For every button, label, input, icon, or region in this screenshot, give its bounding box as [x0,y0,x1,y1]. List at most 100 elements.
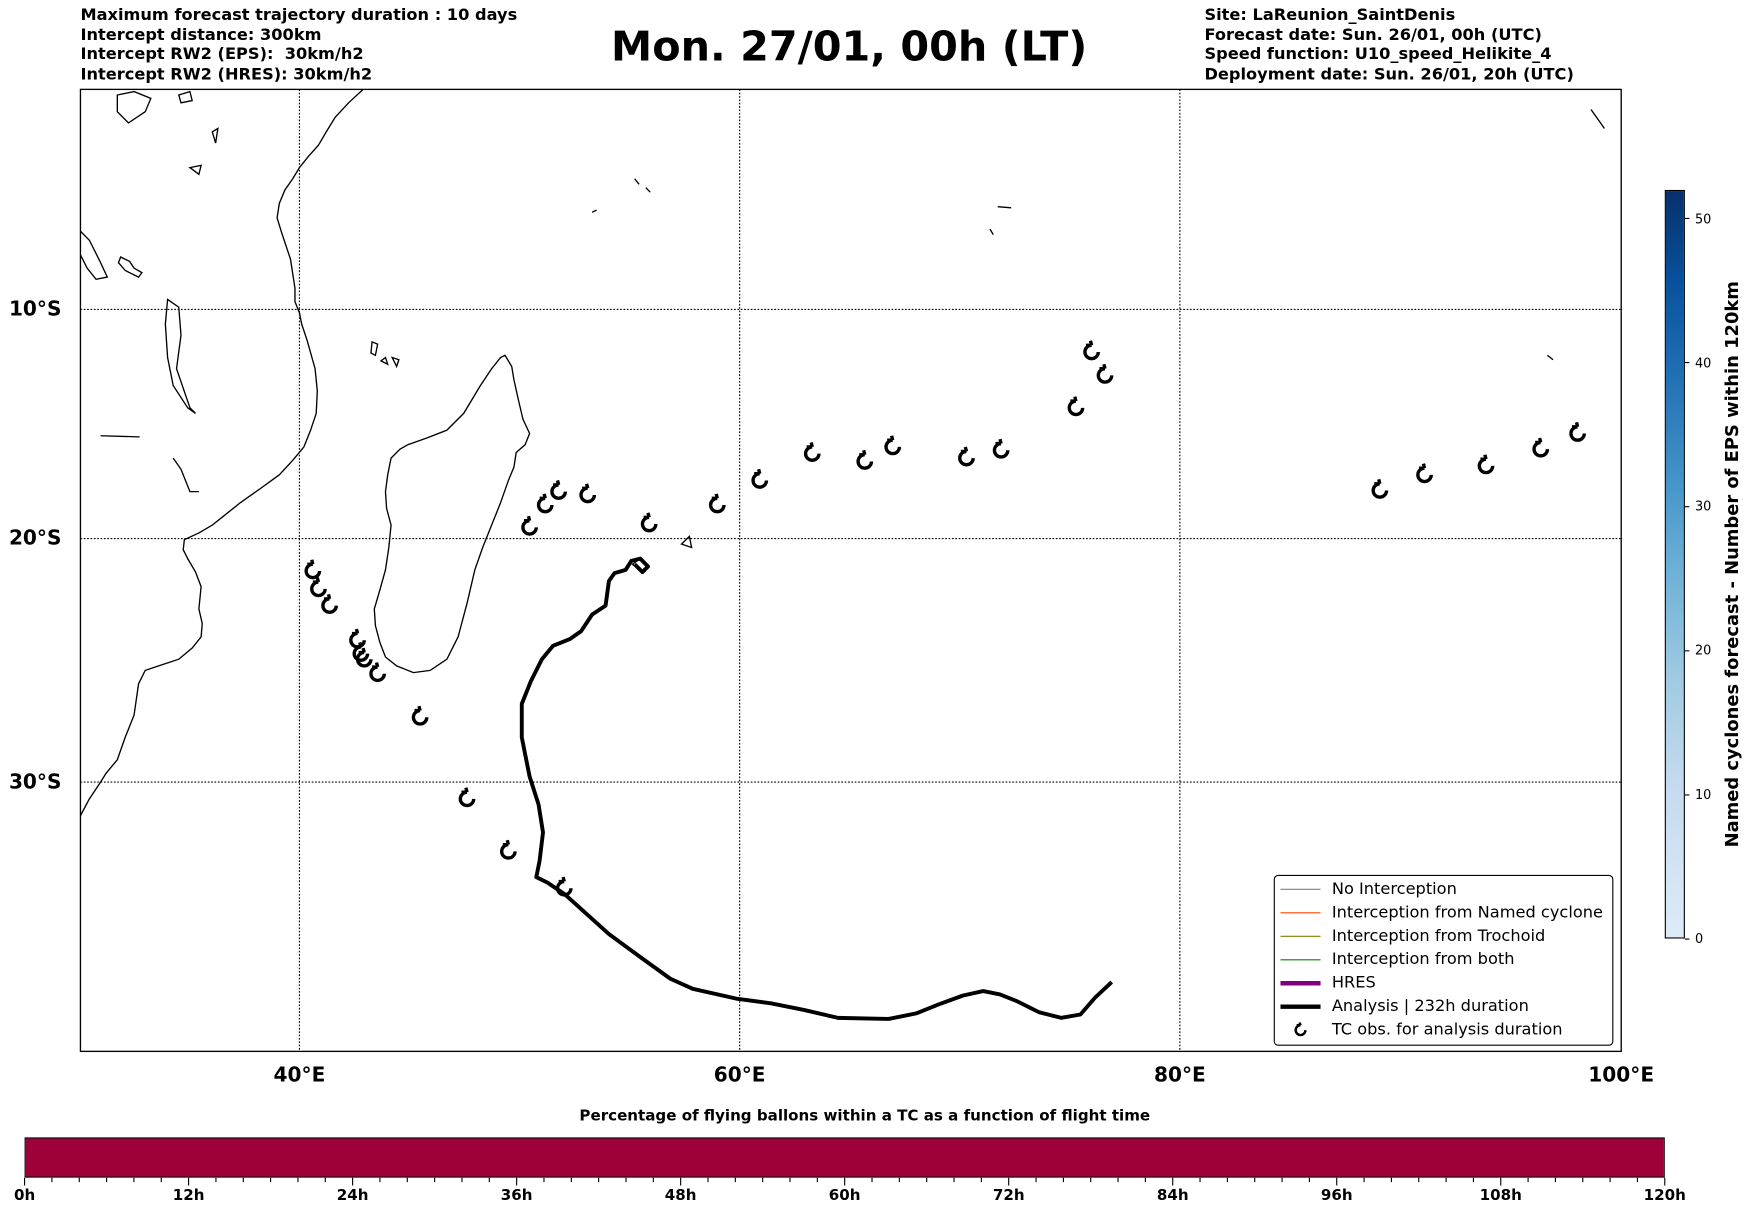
forecast-date-text: Forecast date: Sun. 26/01, 00h (UTC) [1204,26,1542,45]
cyclone-icon [1477,454,1495,475]
eps-colorbar [1664,189,1685,939]
cyclone-icon [992,438,1010,459]
colorbar-tick: 10 [1685,787,1711,803]
flight-bar-tick-label: 48h [664,1186,697,1205]
cyclone-icon [310,577,327,598]
cyclone-icon [458,787,476,808]
header-left-info: Maximum forecast trajectory duration : 1… [80,7,517,85]
cyclone-icon [884,435,902,456]
legend: No Interception Interception from Named … [1273,874,1614,1046]
legend-item-no-interception: No Interception [1275,877,1457,900]
cyclone-icon [1416,463,1433,484]
cyclone-icon [1096,363,1114,384]
cyclone-icon [1532,437,1550,458]
cyclone-icon [555,876,573,897]
cyclone-icon [304,559,322,580]
coastlines [80,89,1605,816]
colorbar-tick: 40 [1685,355,1711,371]
cyclone-icon [1067,396,1085,417]
deployment-date-text: Deployment date: Sun. 26/01, 20h (UTC) [1204,65,1574,84]
cyclone-icon [536,493,554,514]
legend-label: Interception from Trochoid [1331,926,1546,945]
flight-time-bar [24,1137,1665,1178]
flight-bar-tick-label: 24h [336,1186,369,1205]
cyclone-icon [500,839,517,860]
lon-label-40e: 40°E [273,1063,326,1088]
flight-bar-tick-label: 72h [992,1186,1025,1205]
intercept-hres-text: Intercept RW2 (HRES): 30km/h2 [80,65,373,84]
intercept-eps-text: Intercept RW2 (EPS): 30km/h2 [80,45,364,64]
cyclone-icon [411,705,429,726]
cyclone-icon [369,662,387,683]
cyclone-icon [856,449,874,470]
flight-bar-title: Percentage of flying ballons within a TC… [579,1107,1151,1126]
lon-label-100e: 100°E [1588,1063,1655,1088]
legend-label: TC obs. for analysis duration [1331,1020,1563,1039]
comoros-islands [370,340,400,369]
cyclone-icon [1371,478,1389,499]
flight-bar-tick-label: 12h [172,1186,205,1205]
mauritius-reunion [631,534,693,573]
cyclone-icon [1280,1021,1320,1038]
africa-coast [80,89,364,816]
cyclone-icon [708,493,726,514]
cyclone-icon [803,442,821,462]
map-frame [79,88,1622,1053]
flight-time-bar-fill [25,1138,1664,1177]
speed-function-text: Speed function: U10_speed_Helikite_4 [1204,45,1552,64]
colorbar-label: Named cyclones forecast - Number of EPS … [1721,281,1743,848]
legend-label: Interception from both [1331,950,1515,969]
analysis-track [519,556,1114,1021]
lake-malawi [117,256,143,278]
cyclone-icon [521,515,538,536]
lat-label-10s: 10°S [8,297,62,322]
legend-item-analysis: Analysis | 232h duration [1275,994,1529,1017]
lake-tanganyika [164,298,197,414]
intercept-distance-text: Intercept distance: 300km [80,26,322,45]
legend-item-trochoid: Interception from Trochoid [1275,924,1545,947]
cyclone-icon [321,593,338,614]
flight-bar-tick-label: 60h [828,1186,861,1205]
colorbar-tick: 0 [1685,931,1703,947]
legend-label: HRES [1331,973,1376,992]
header-right-info: Site: LaReunion_SaintDenis Forecast date… [1204,7,1573,85]
seychelles [591,109,1605,361]
legend-label: Interception from Named cyclone [1331,903,1603,922]
legend-item-tc-obs: TC obs. for analysis duration [1275,1018,1563,1041]
legend-item-hres: HRES [1275,971,1376,994]
lat-label-20s: 20°S [8,526,62,551]
flight-bar-tick-label: 96h [1320,1186,1353,1205]
north-coast-islands [116,90,219,176]
page-title: Mon. 27/01, 00h (LT) [611,22,1088,71]
gridlines [80,89,1622,1052]
lon-label-80e: 80°E [1153,1063,1206,1088]
cyclone-icon [349,628,366,649]
colorbar-tick: 30 [1685,499,1711,515]
lake-victoria [80,230,109,281]
legend-label: No Interception [1331,879,1457,898]
flight-bar-tick-label: 108h [1479,1186,1522,1205]
colorbar-tick: 20 [1685,643,1711,659]
cyclone-icon [958,446,975,467]
madagascar-coast [373,354,531,674]
cyclone-icon [751,468,769,489]
cyclone-icon [550,480,568,500]
flight-bar-tick-label: 84h [1156,1186,1189,1205]
cyclone-icon [355,647,373,668]
flight-bar-tick-label: 120h [1643,1186,1686,1205]
flight-bar-tick-label: 0h [13,1186,36,1205]
legend-item-named-cyclone: Interception from Named cyclone [1275,901,1603,924]
tc-observations [304,340,1587,897]
colorbar-tick: 50 [1685,211,1711,227]
cyclone-icon [640,512,658,533]
legend-item-both: Interception from both [1275,947,1515,970]
flight-bar-tick-label: 36h [500,1186,533,1205]
flight-bar-minor-ticks [24,1177,1666,1186]
lon-label-60e: 60°E [713,1063,766,1088]
legend-label: Analysis | 232h duration [1331,997,1529,1016]
cyclone-icon [579,483,597,504]
site-text: Site: LaReunion_SaintDenis [1204,6,1456,25]
mozambique-channel-line [100,435,199,493]
max-duration-text: Maximum forecast trajectory duration : 1… [80,6,518,25]
